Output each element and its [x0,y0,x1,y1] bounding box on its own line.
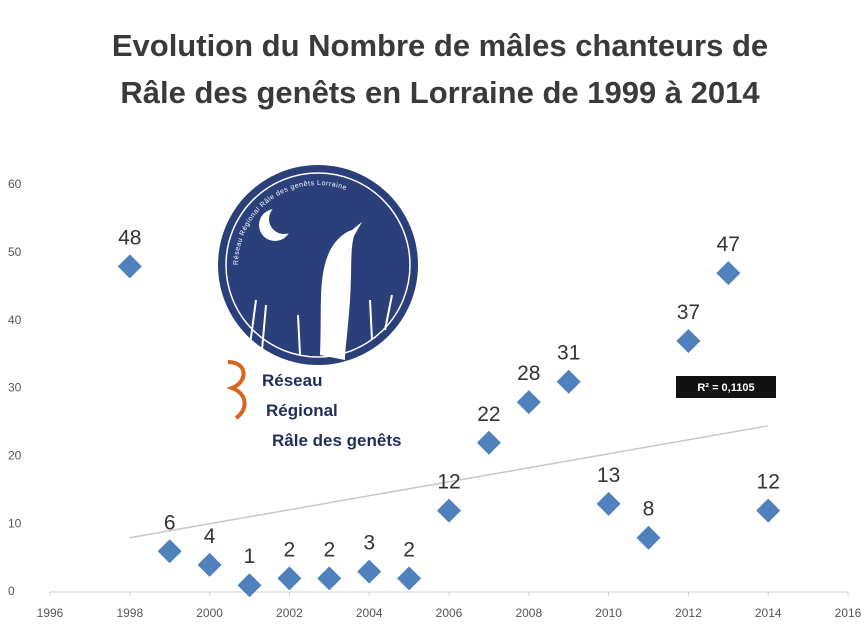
data-label: 22 [477,403,500,426]
y-tick-label: 10 [8,516,22,530]
x-tick-label: 2016 [835,606,862,620]
x-tick-label: 1996 [37,606,64,620]
data-label: 31 [557,342,580,365]
logo-disc [218,165,418,365]
x-tick-label: 1998 [116,606,143,620]
y-tick-label: 0 [8,584,15,598]
data-label: 6 [164,511,176,534]
logo-line: Régional [266,401,338,420]
data-point [477,431,501,455]
x-tick-label: 2014 [755,606,782,620]
logo-moon-cut [269,204,299,234]
data-label: 28 [517,362,540,385]
data-label: 47 [717,233,740,256]
data-label: 2 [403,538,415,561]
data-point [437,499,461,523]
logo-bracket [228,362,245,418]
trendline-label: R² = 0,1105 [697,382,754,394]
data-label: 13 [597,464,620,487]
logo: Réseau Régional Râle des genêts Lorraine… [218,165,418,450]
data-point [357,560,381,584]
data-label: 1 [244,545,256,568]
data-point [676,329,700,353]
y-tick-label: 40 [8,313,22,327]
data-label: 2 [284,538,296,561]
data-point [597,492,621,516]
data-label: 8 [643,498,655,521]
logo-line: Râle des genêts [272,431,401,450]
data-point [557,370,581,394]
y-tick-label: 20 [8,449,22,463]
data-point [716,261,740,285]
data-point [756,499,780,523]
data-label: 37 [677,301,700,324]
y-tick-label: 30 [8,381,22,395]
data-label: 12 [757,471,780,494]
data-point [118,254,142,278]
y-tick-label: 60 [8,177,22,191]
data-point [158,539,182,563]
data-point [317,566,341,590]
x-tick-label: 2012 [675,606,702,620]
y-tick-label: 50 [8,245,22,259]
x-tick-label: 2008 [515,606,542,620]
x-tick-label: 2004 [356,606,383,620]
data-label: 2 [323,538,335,561]
logo-line: Réseau [262,371,322,390]
data-label: 3 [363,532,375,555]
x-tick-label: 2006 [436,606,463,620]
data-point [637,526,661,550]
data-point [277,566,301,590]
data-point [517,390,541,414]
x-tick-label: 2010 [595,606,622,620]
data-label: 48 [118,226,141,249]
data-label: 12 [437,471,460,494]
data-label: 4 [204,525,216,548]
data-point [397,566,421,590]
chart: Réseau Régional Râle des genêts Lorraine… [0,0,866,630]
page: Evolution du Nombre de mâles chanteurs d… [0,0,866,630]
x-tick-label: 2002 [276,606,303,620]
x-tick-label: 2000 [196,606,223,620]
data-point [238,573,262,597]
data-point [198,553,222,577]
